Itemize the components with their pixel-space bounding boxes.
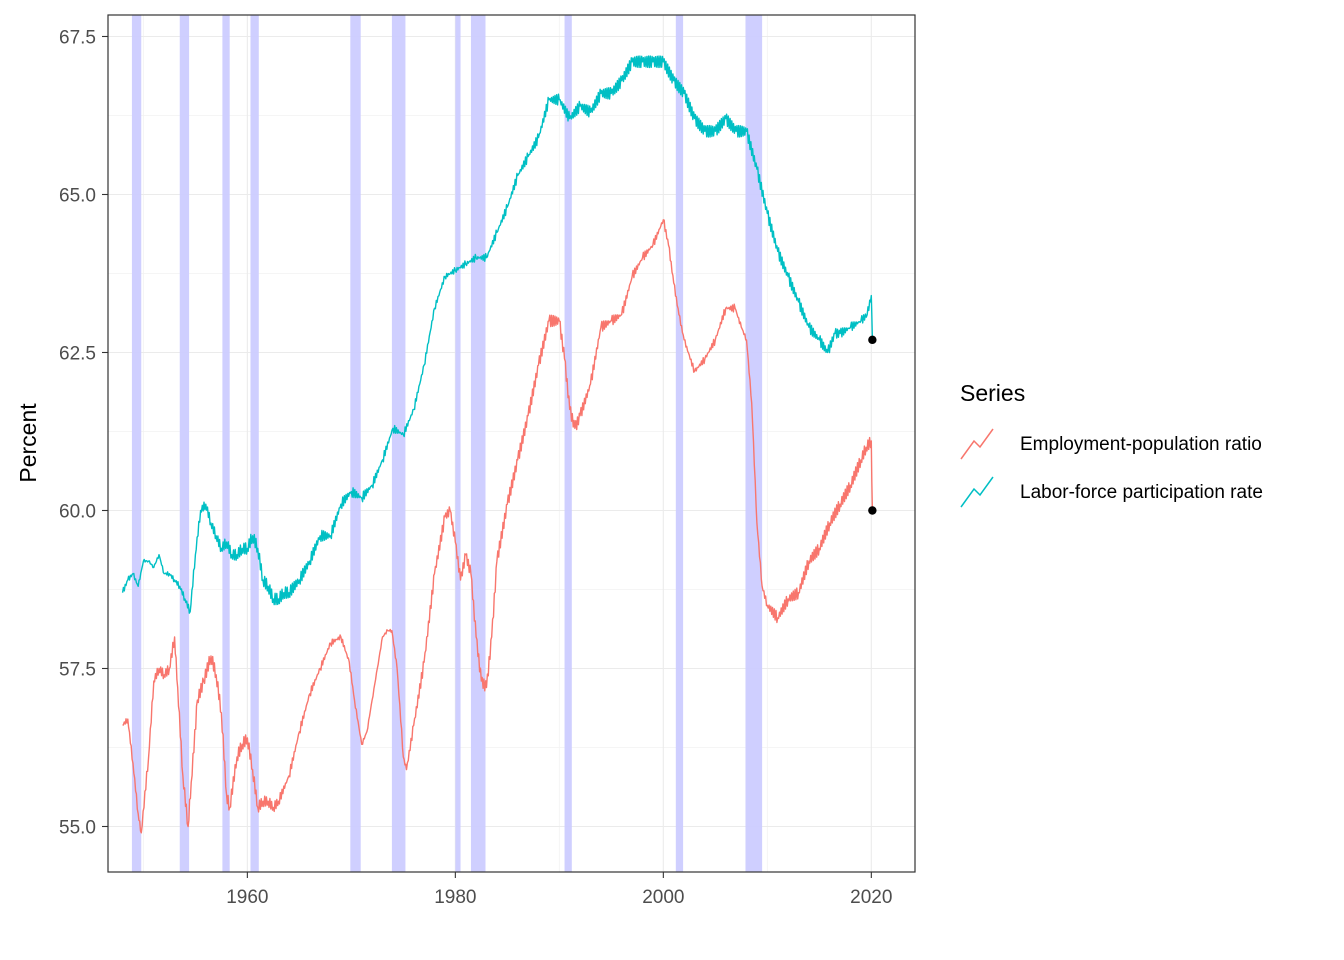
recession-band <box>455 15 461 872</box>
x-tick-label: 1960 <box>226 887 268 908</box>
recession-band <box>391 15 406 872</box>
y-tick-label: 62.5 <box>59 343 96 364</box>
series-lines <box>121 55 874 834</box>
recession-band <box>250 15 259 872</box>
legend-label: Labor-force participation rate <box>1020 482 1263 503</box>
y-tick-label: 67.5 <box>59 27 96 48</box>
recession-band <box>222 15 230 872</box>
y-axis: 55.0 57.5 60.0 62.5 65.0 67.5 <box>59 27 108 838</box>
recession-bands <box>131 15 763 872</box>
y-tick-label: 65.0 <box>59 185 96 206</box>
panel-background <box>108 15 915 872</box>
legend-key-employment-population-ratio <box>960 428 994 460</box>
endpoint-markers <box>868 335 877 515</box>
x-tick-label: 2000 <box>642 887 684 908</box>
endpoint-point <box>868 506 877 515</box>
x-tick-label: 2020 <box>850 887 892 908</box>
legend-title: Series <box>960 380 1025 406</box>
legend-key-labor-force-participation-rate <box>960 476 994 508</box>
recession-band <box>179 15 190 872</box>
legend: Series Employment-population ratio Labor-f… <box>960 380 1263 508</box>
series-line-labor-force-participation-rate <box>121 55 874 614</box>
recession-band <box>350 15 361 872</box>
recession-band <box>675 15 684 872</box>
panel-border <box>107 14 916 873</box>
x-axis: 1960 1980 2000 2020 <box>226 872 892 908</box>
recession-band <box>131 15 142 872</box>
recession-band <box>470 15 486 872</box>
y-tick-label: 55.0 <box>59 817 96 838</box>
y-tick-label: 60.0 <box>59 501 96 522</box>
y-tick-label: 57.5 <box>59 659 96 680</box>
legend-label: Employment-population ratio <box>1020 434 1262 455</box>
y-axis-title: Percent <box>15 403 41 483</box>
endpoint-point <box>868 335 877 345</box>
recession-band <box>564 15 572 872</box>
series-line-employment-population-ratio <box>122 219 874 834</box>
x-tick-label: 1980 <box>434 887 476 908</box>
